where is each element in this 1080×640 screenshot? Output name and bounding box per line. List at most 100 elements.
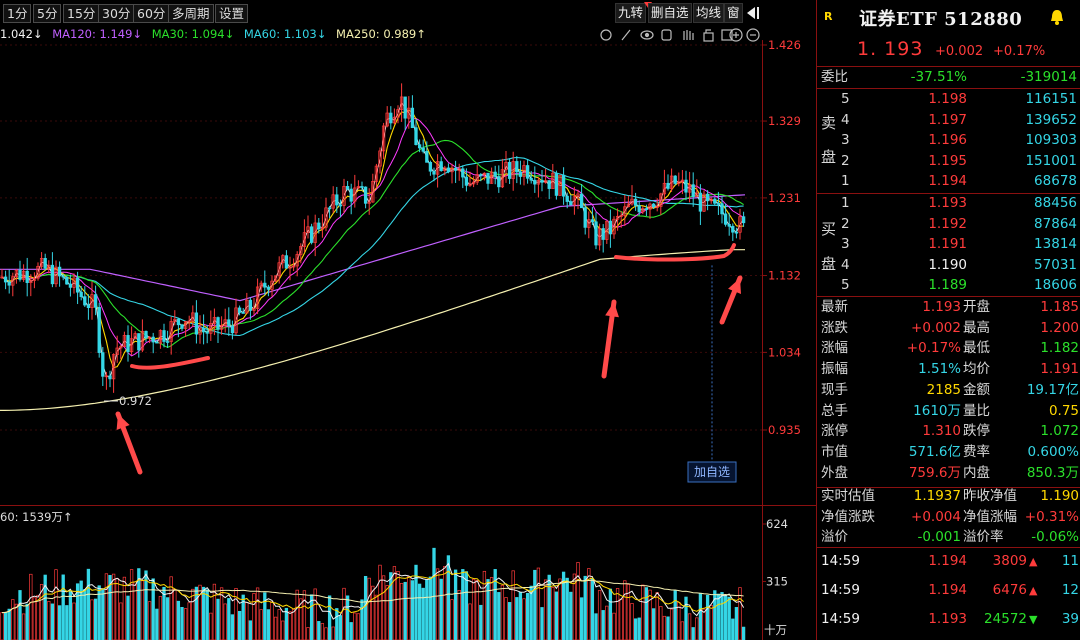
tick-row: 14:59 1.194 3809 ▲ 11	[817, 551, 1080, 572]
nav-value: +0.31%	[1024, 508, 1079, 525]
candle-body	[540, 179, 544, 183]
ask-level: 4	[841, 111, 850, 128]
candle-body	[140, 330, 145, 351]
candle-body	[396, 109, 400, 118]
volume-bar	[457, 590, 461, 640]
candle-body	[237, 307, 242, 313]
volume-bar	[263, 592, 267, 640]
bid-row[interactable]: 3 1.191 13814	[817, 234, 1080, 255]
period-5min-button[interactable]: 5分	[33, 4, 62, 23]
stat-label: 内盘	[963, 464, 990, 481]
candle-body	[194, 312, 199, 335]
bell-icon[interactable]	[1049, 8, 1065, 26]
candle-body	[612, 218, 616, 235]
bid-row[interactable]: 1 1.193 88456	[817, 193, 1080, 214]
ask-row[interactable]: 1 1.194 68678	[817, 171, 1080, 192]
ask-price: 1.195	[928, 152, 967, 169]
price-change: +0.002	[935, 44, 984, 59]
volume-bar	[129, 569, 134, 640]
nine-turn-button[interactable]: 九转	[615, 3, 647, 23]
collapse-panel-icon[interactable]	[745, 5, 761, 21]
candle-body	[363, 186, 368, 204]
stat-row: 外盘 759.6万 内盘 850.3万	[817, 463, 1080, 484]
candle-body	[137, 333, 141, 351]
zoom-out-icon	[746, 28, 760, 42]
candle-body	[615, 215, 620, 220]
volume-bar	[144, 570, 148, 640]
volume-legend: 60: 1539万↑	[0, 510, 73, 524]
volume-bar	[324, 627, 328, 640]
ask-row[interactable]: 5 1.198 116151	[817, 89, 1080, 110]
ask-row[interactable]: 3 1.196 109303	[817, 130, 1080, 151]
nav-row: 净值涨跌 +0.004 净值涨幅 +0.31%	[817, 507, 1080, 528]
volume-bar	[633, 618, 638, 640]
eye-icon	[640, 30, 654, 40]
window-button[interactable]: 窗	[724, 3, 743, 23]
bid-row[interactable]: 4 1.190 57031	[817, 255, 1080, 276]
stat-label: 总手	[821, 402, 848, 419]
bid-row[interactable]: 5 1.189 18606	[817, 275, 1080, 296]
candle-body	[475, 174, 479, 183]
candle-body	[543, 180, 548, 183]
stat-row: 最新 1.193 开盘 1.185	[817, 297, 1080, 318]
stat-value: 0.75	[1048, 402, 1079, 419]
tick-time: 14:59	[821, 553, 860, 569]
candle-body	[500, 169, 505, 188]
volume-bar	[583, 575, 587, 640]
volume-bar	[500, 584, 505, 640]
candle-body	[389, 112, 393, 124]
stat-label: 开盘	[963, 299, 990, 315]
volume-bar	[630, 603, 634, 640]
volume-bar	[716, 593, 721, 640]
ask-price: 1.197	[928, 111, 967, 128]
moving-average-button[interactable]: 均线	[693, 3, 725, 23]
candle-body	[266, 286, 271, 290]
period-15min-button[interactable]: 15分	[63, 4, 100, 23]
volume-bar	[389, 572, 393, 640]
candle-body	[371, 181, 375, 203]
ask-row[interactable]: 4 1.197 139652	[817, 110, 1080, 131]
volume-bar	[173, 588, 177, 640]
nav-value: 1.190	[1040, 488, 1079, 504]
candle-body	[734, 231, 739, 234]
candle-body	[309, 226, 314, 243]
stat-label: 跌停	[963, 423, 990, 440]
volume-bar	[237, 610, 242, 640]
settings-button[interactable]: 设置	[215, 4, 249, 23]
candle-body	[234, 307, 238, 334]
volume-bar	[623, 580, 627, 640]
ask-row[interactable]: 2 1.195 151001	[817, 151, 1080, 172]
candle-body	[565, 195, 569, 202]
candle-body	[212, 317, 217, 324]
multi-period-button[interactable]: 多周期	[168, 4, 214, 23]
volume-bar	[248, 620, 253, 640]
stat-value: 850.3万	[1026, 464, 1079, 481]
remove-watchlist-button[interactable]: 删自选	[648, 3, 692, 23]
bid-row[interactable]: 2 1.192 87864	[817, 214, 1080, 235]
volume-bar	[151, 578, 155, 640]
period-1min-button[interactable]: 1分	[3, 4, 32, 23]
volume-bar	[11, 599, 15, 640]
volume-ma-line	[1, 579, 744, 614]
volume-bar	[266, 609, 271, 640]
bid-level: 2	[841, 215, 850, 232]
candle-body	[691, 184, 695, 197]
candle-body	[504, 161, 508, 171]
candle-body	[457, 168, 461, 171]
candle-body	[471, 181, 476, 185]
tick-volume: 24572	[984, 611, 1027, 627]
kline-chart[interactable]: 1.426 1.329 1.231 1.132 1.034 0.935 0.972 加自选 62…	[0, 40, 816, 640]
tick-volume: 6476	[992, 582, 1027, 598]
period-60min-button[interactable]: 60分	[133, 4, 170, 23]
volume-bar	[504, 597, 508, 640]
volume-bar	[273, 616, 278, 640]
ma30-value: MA30: 1.094↓	[151, 27, 235, 41]
candle-body	[169, 321, 173, 342]
candle-body	[173, 318, 177, 322]
candle-body	[129, 338, 134, 353]
volume-bar	[453, 569, 458, 640]
volume-bar	[227, 598, 231, 640]
period-30min-button[interactable]: 30分	[98, 4, 135, 23]
add-watch-label[interactable]: 加自选	[694, 465, 730, 479]
volume-bar	[511, 570, 515, 640]
